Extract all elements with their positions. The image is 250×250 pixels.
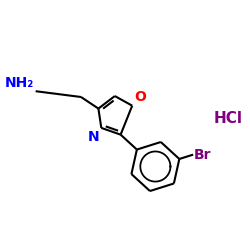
Text: Br: Br: [194, 148, 212, 162]
Text: NH₂: NH₂: [4, 76, 34, 90]
Text: N: N: [88, 130, 99, 144]
Text: HCl: HCl: [213, 111, 242, 126]
Text: O: O: [134, 90, 146, 104]
